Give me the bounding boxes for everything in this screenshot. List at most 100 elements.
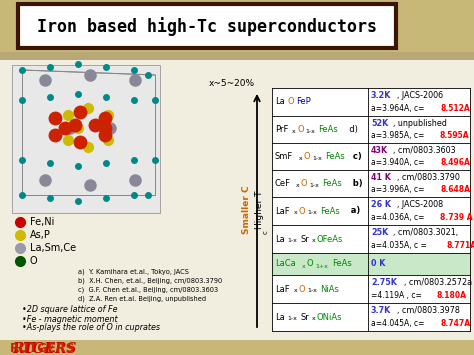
Text: a=3.985A, c=: a=3.985A, c= [371, 131, 424, 140]
Text: LaCa: LaCa [275, 260, 296, 268]
Text: 8.747A: 8.747A [440, 319, 470, 328]
Text: c)  G.F. Chen et.al., Beijing, cm/0803.3603: c) G.F. Chen et.al., Beijing, cm/0803.36… [78, 287, 218, 293]
Text: •As-plays the role of O in cuprates: •As-plays the role of O in cuprates [22, 323, 160, 333]
Text: , unpublished: , unpublished [393, 119, 447, 128]
Text: FeAs: FeAs [322, 179, 342, 188]
Text: 52K: 52K [371, 119, 388, 128]
Text: c): c) [350, 152, 362, 161]
Text: Iron based high-Tc superconductors: Iron based high-Tc superconductors [37, 17, 377, 37]
Bar [0, 0, 474, 52]
Text: d)  Z.A. Ren et.al. Beijing, unpublished: d) Z.A. Ren et.al. Beijing, unpublished [78, 296, 206, 302]
Text: , JACS-2006: , JACS-2006 [397, 91, 443, 100]
Text: SmF: SmF [275, 152, 293, 161]
Text: La,Sm,Ce: La,Sm,Ce [30, 243, 76, 253]
Text: OFeAs: OFeAs [317, 235, 343, 244]
Text: O: O [30, 256, 37, 266]
Text: O: O [307, 260, 313, 268]
Bar [0, 52, 474, 60]
Text: a=3.964A, c=: a=3.964A, c= [371, 104, 425, 113]
Text: a=3.940A, c=: a=3.940A, c= [371, 158, 425, 167]
Bar [272, 88, 470, 331]
Text: =4.119A , c=: =4.119A , c= [371, 291, 422, 300]
Text: 26 K: 26 K [371, 200, 391, 209]
Text: 0 K: 0 K [371, 260, 385, 268]
Text: FeP: FeP [296, 98, 311, 106]
Text: x: x [299, 156, 302, 161]
Text: 41 K: 41 K [371, 173, 391, 182]
Text: LaF: LaF [275, 284, 290, 294]
Text: ONiAs: ONiAs [317, 312, 342, 322]
FancyBboxPatch shape [18, 4, 396, 48]
Text: TGERS: TGERS [22, 342, 76, 355]
Text: FeAs: FeAs [320, 207, 340, 215]
Text: x: x [311, 317, 315, 322]
Text: La: La [275, 235, 285, 244]
Text: LaF: LaF [275, 207, 290, 215]
Text: a): a) [346, 207, 361, 215]
Text: x: x [294, 289, 298, 294]
Text: a=4.036A, c=: a=4.036A, c= [371, 213, 425, 222]
Text: 8.512A: 8.512A [440, 104, 470, 113]
Text: a)  Y. Kamihara et.al., Tokyo, JACS: a) Y. Kamihara et.al., Tokyo, JACS [78, 269, 189, 275]
Text: O: O [299, 284, 305, 294]
Text: O: O [303, 152, 310, 161]
Text: •2D square lattice of Fe: •2D square lattice of Fe [22, 306, 118, 315]
Text: , cm/0803.3790: , cm/0803.3790 [397, 173, 459, 182]
Text: Smaller C: Smaller C [243, 186, 252, 234]
Text: d): d) [344, 125, 358, 134]
Text: PrF: PrF [275, 125, 288, 134]
Text: O: O [288, 98, 294, 106]
Text: , JACS-2008: , JACS-2008 [397, 200, 443, 209]
Text: 8.180A: 8.180A [437, 291, 466, 300]
Text: 43K: 43K [371, 146, 388, 155]
Text: , cm/0803.3021,: , cm/0803.3021, [393, 228, 458, 237]
Text: NiAs: NiAs [320, 284, 339, 294]
Text: 3.7K: 3.7K [371, 306, 391, 315]
Text: 8.771A: 8.771A [446, 241, 474, 250]
Text: x: x [296, 183, 300, 188]
Text: x: x [302, 263, 306, 268]
Text: x~5~20%: x~5~20% [209, 78, 255, 87]
Text: a=3.996A, c=: a=3.996A, c= [371, 185, 425, 194]
Text: , cm/0803.3603: , cm/0803.3603 [393, 146, 456, 155]
Text: O: O [299, 207, 305, 215]
Text: La: La [275, 312, 285, 322]
Text: RUTGERS: RUTGERS [10, 343, 76, 355]
Text: , cm/0803.2572a: , cm/0803.2572a [404, 278, 473, 287]
Text: O: O [301, 179, 307, 188]
Text: a=4.045A, c=: a=4.045A, c= [371, 319, 425, 328]
Bar [0, 340, 474, 355]
Text: As,P: As,P [30, 230, 51, 240]
Text: b): b) [347, 179, 363, 188]
Bar [0, 60, 474, 355]
Text: 8.648A: 8.648A [440, 185, 470, 194]
Text: 1+x: 1+x [315, 263, 328, 268]
Text: Sr: Sr [301, 312, 309, 322]
Text: O: O [297, 125, 304, 134]
Text: Sr: Sr [301, 235, 309, 244]
Text: , cm/0803.3978: , cm/0803.3978 [397, 306, 460, 315]
Text: x: x [292, 129, 296, 134]
Text: •Fe - magnetic moment: •Fe - magnetic moment [22, 315, 118, 323]
Text: 2.75K: 2.75K [371, 278, 397, 287]
Text: RU: RU [12, 342, 36, 355]
Text: Higher T: Higher T [255, 191, 264, 229]
Text: c: c [263, 230, 269, 234]
Text: 8.496A: 8.496A [440, 158, 470, 167]
Text: b)  X.H. Chen, et.al., Beijing, cm/0803.3790: b) X.H. Chen, et.al., Beijing, cm/0803.3… [78, 278, 222, 284]
Text: FeAs: FeAs [332, 260, 352, 268]
Bar [272, 253, 470, 275]
Text: 1-x: 1-x [288, 317, 298, 322]
Text: FeAs: FeAs [319, 125, 338, 134]
Text: Fe,Ni: Fe,Ni [30, 217, 55, 227]
Text: 1-x: 1-x [312, 156, 322, 161]
Text: 1-x: 1-x [306, 129, 316, 134]
Text: 1-x: 1-x [309, 183, 319, 188]
Text: La: La [275, 98, 285, 106]
Text: 3.2K: 3.2K [371, 91, 392, 100]
Text: a=4.035A, c =: a=4.035A, c = [371, 241, 429, 250]
Text: 1-x: 1-x [307, 211, 317, 215]
Text: 1-x: 1-x [307, 289, 317, 294]
Text: 8.595A: 8.595A [440, 131, 469, 140]
Text: CeF: CeF [275, 179, 291, 188]
